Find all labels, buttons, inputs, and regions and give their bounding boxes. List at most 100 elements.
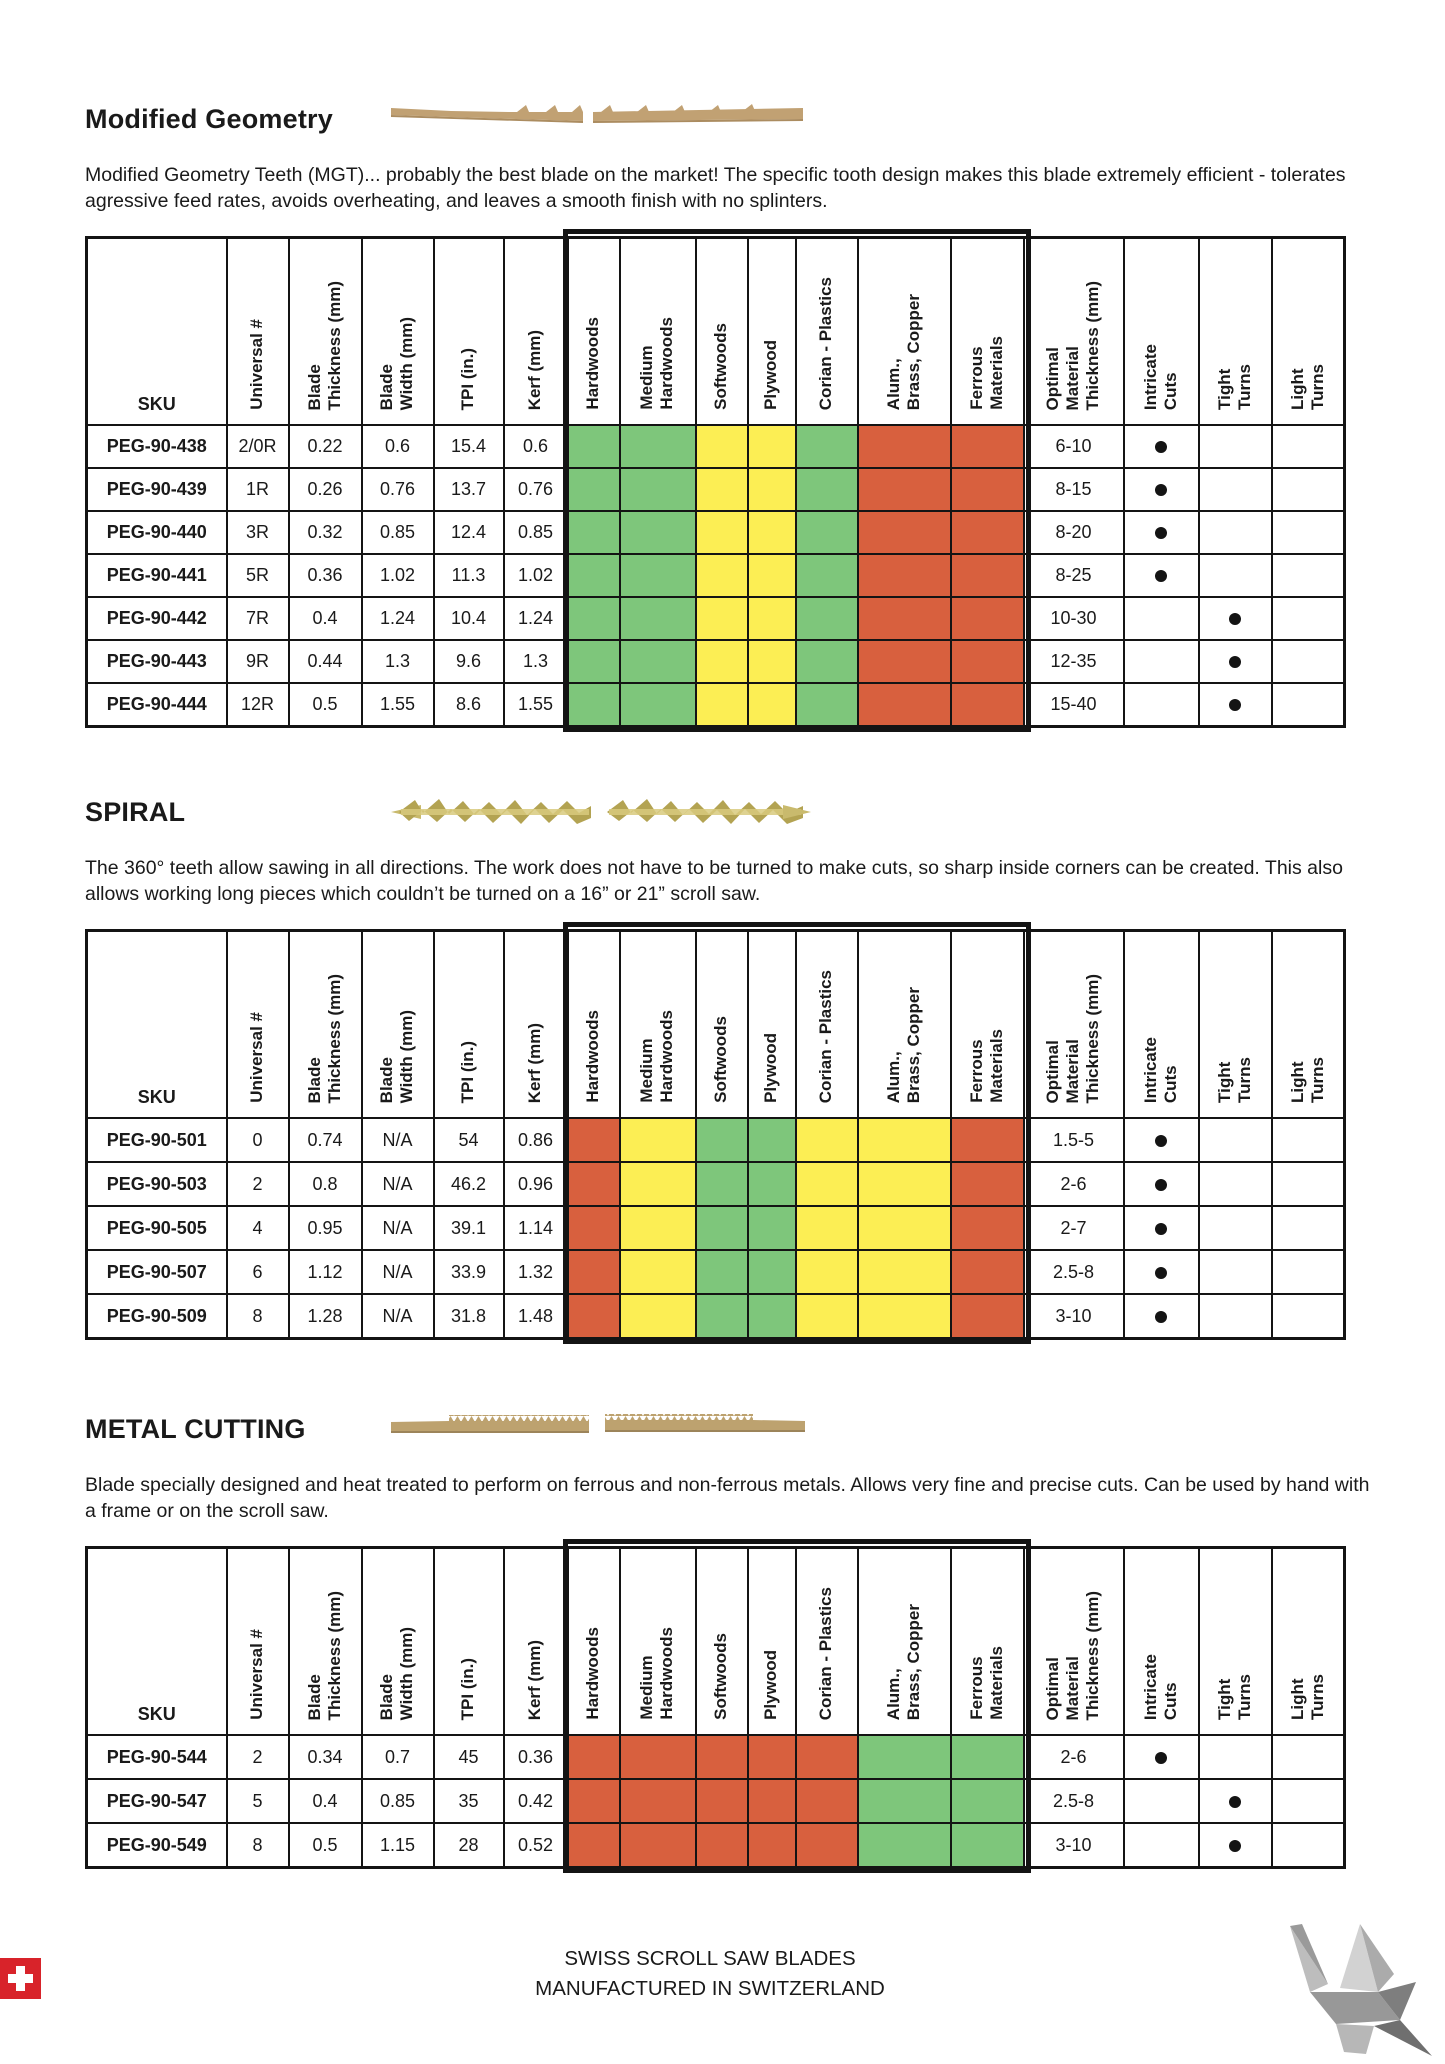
column-header-medium-hardwoods: Medium Hardwoods <box>618 929 697 1119</box>
material-cell-medium-hardwoods <box>618 682 697 728</box>
material-cell-alum-brass-copper <box>856 467 952 512</box>
sku-cell: PEG-90-439 <box>85 467 228 512</box>
kerf-cell: 0.76 <box>502 467 569 512</box>
optimal-thickness-cell: 2.5-8 <box>1022 1249 1125 1295</box>
column-header-alum-brass-copper: Alum., Brass, Copper <box>856 236 952 426</box>
intricate-cuts-cell <box>1122 467 1200 512</box>
universal-cell: 0 <box>225 1117 290 1163</box>
kerf-cell: 1.3 <box>502 639 569 684</box>
tpi-cell: 13.7 <box>432 467 505 512</box>
column-header-plywood: Plywood <box>746 929 797 1119</box>
light-turns-cell <box>1270 682 1346 728</box>
optimal-thickness-cell: 2.5-8 <box>1022 1778 1125 1824</box>
metal-cutting-blade-image <box>391 1414 805 1433</box>
kerf-cell: 1.14 <box>502 1205 569 1251</box>
sku-cell: PEG-90-501 <box>85 1117 228 1163</box>
material-cell-plywood <box>746 1249 797 1295</box>
tpi-cell: 31.8 <box>432 1293 505 1340</box>
blade-thickness-cell: 1.28 <box>287 1293 363 1340</box>
material-cell-ferrous-materials <box>949 682 1025 728</box>
blade-thickness-cell: 0.4 <box>287 1778 363 1824</box>
sku-cell: PEG-90-549 <box>85 1822 228 1869</box>
material-cell-hardwoods <box>566 510 621 555</box>
material-cell-plywood <box>746 682 797 728</box>
spiral-table: SKU Universal # Blade Thickness (mm) Blade … <box>85 922 1346 1344</box>
table-row: PEG-90-549 8 0.5 1.15 28 0.52 3-10 <box>85 1822 1346 1869</box>
table-row: PEG-90-441 5R 0.36 1.02 11.3 1.02 8-25 <box>85 553 1346 598</box>
column-header-universal: Universal # <box>225 236 290 426</box>
material-cell-plywood <box>746 424 797 469</box>
light-turns-cell <box>1270 1205 1346 1251</box>
universal-cell: 6 <box>225 1249 290 1295</box>
material-cell-softwoods <box>694 1249 749 1295</box>
material-cell-softwoods <box>694 1778 749 1824</box>
material-cell-corian-plastics <box>794 553 859 598</box>
material-cell-alum-brass-copper <box>856 682 952 728</box>
section-title: Modified Geometry <box>85 104 333 134</box>
material-cell-ferrous-materials <box>949 467 1025 512</box>
universal-cell: 8 <box>225 1293 290 1340</box>
column-header-corian-plastics: Corian - Plastics <box>794 236 859 426</box>
kerf-cell: 0.96 <box>502 1161 569 1207</box>
blade-width-cell: 0.76 <box>360 467 435 512</box>
capability-dot-icon <box>1229 1795 1241 1808</box>
universal-cell: 8 <box>225 1822 290 1869</box>
table-row: PEG-90-440 3R 0.32 0.85 12.4 0.85 8-20 <box>85 510 1346 555</box>
blade-thickness-cell: 0.26 <box>287 467 363 512</box>
column-header-optimal-thickness: Optimal Material Thickness (mm) <box>1022 929 1125 1119</box>
material-cell-plywood <box>746 639 797 684</box>
capability-dot-icon <box>1155 527 1167 540</box>
column-header-light-turns: Light Turns <box>1270 1546 1346 1736</box>
capability-dot-icon <box>1155 1751 1167 1764</box>
kerf-cell: 0.85 <box>502 510 569 555</box>
material-cell-alum-brass-copper <box>856 1293 952 1340</box>
blade-thickness-cell: 0.8 <box>287 1161 363 1207</box>
light-turns-cell <box>1270 596 1346 641</box>
sku-cell: PEG-90-507 <box>85 1249 228 1295</box>
intricate-cuts-cell <box>1122 596 1200 641</box>
material-cell-plywood <box>746 467 797 512</box>
intricate-cuts-cell <box>1122 639 1200 684</box>
intricate-cuts-cell <box>1122 1293 1200 1340</box>
material-cell-softwoods <box>694 596 749 641</box>
material-cell-medium-hardwoods <box>618 467 697 512</box>
material-cell-softwoods <box>694 510 749 555</box>
tight-turns-cell <box>1197 1778 1273 1824</box>
material-cell-plywood <box>746 596 797 641</box>
universal-cell: 12R <box>225 682 290 728</box>
section-description: Blade specially designed and heat treate… <box>85 1474 1370 1522</box>
column-header-medium-hardwoods: Medium Hardwoods <box>618 236 697 426</box>
material-cell-hardwoods <box>566 1117 621 1163</box>
blade-width-cell: N/A <box>360 1117 435 1163</box>
tight-turns-cell <box>1197 467 1273 512</box>
universal-cell: 2 <box>225 1734 290 1780</box>
universal-cell: 7R <box>225 596 290 641</box>
sku-cell: PEG-90-544 <box>85 1734 228 1780</box>
tpi-cell: 8.6 <box>432 682 505 728</box>
column-header-hardwoods: Hardwoods <box>566 929 621 1119</box>
material-cell-softwoods <box>694 1161 749 1207</box>
optimal-thickness-cell: 8-25 <box>1022 553 1125 598</box>
tight-turns-cell <box>1197 639 1273 684</box>
spiral-blade-image <box>391 799 811 824</box>
material-cell-plywood <box>746 510 797 555</box>
modified-geometry-table: SKU Universal # Blade Thickness (mm) Blade … <box>85 229 1346 732</box>
blade-spec-table: SKU Universal # Blade Thickness (mm) Blade … <box>85 236 1346 728</box>
material-cell-medium-hardwoods <box>618 1293 697 1340</box>
blade-spec-table: SKU Universal # Blade Thickness (mm) Blade … <box>85 929 1346 1340</box>
section-title-row: SPIRAL <box>85 797 1370 833</box>
tight-turns-cell <box>1197 1249 1273 1295</box>
intricate-cuts-cell <box>1122 1778 1200 1824</box>
column-header-hardwoods: Hardwoods <box>566 236 621 426</box>
light-turns-cell <box>1270 424 1346 469</box>
tpi-cell: 45 <box>432 1734 505 1780</box>
table-row: PEG-90-501 0 0.74 N/A 54 0.86 1.5-5 <box>85 1117 1346 1163</box>
material-cell-alum-brass-copper <box>856 553 952 598</box>
universal-cell: 1R <box>225 467 290 512</box>
material-cell-ferrous-materials <box>949 1293 1025 1340</box>
section-title: METAL CUTTING <box>85 1414 306 1444</box>
material-cell-corian-plastics <box>794 424 859 469</box>
column-header-blade-width: Blade Width (mm) <box>360 929 435 1119</box>
capability-dot-icon <box>1155 1310 1167 1323</box>
